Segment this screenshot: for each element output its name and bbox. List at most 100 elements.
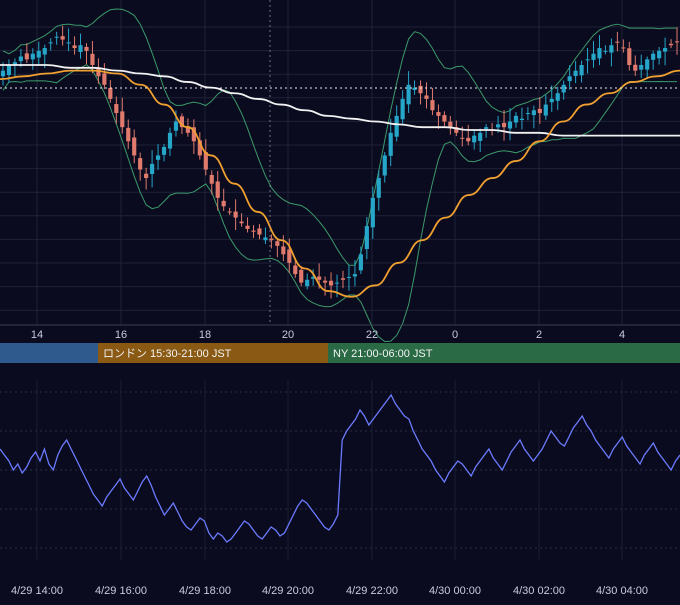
candle-body bbox=[72, 45, 77, 49]
osc-x-tick-label: 4/29 16:00 bbox=[95, 585, 147, 597]
candlesticks bbox=[0, 25, 680, 299]
price-x-tick-label: 22 bbox=[366, 329, 378, 341]
osc-x-tick-label: 4/30 00:00 bbox=[429, 585, 481, 597]
candle-body bbox=[370, 197, 375, 228]
candle-body bbox=[48, 42, 53, 44]
candle-body bbox=[460, 137, 465, 139]
candle-body bbox=[603, 50, 608, 52]
candle-body bbox=[275, 241, 280, 246]
session-block bbox=[328, 343, 680, 363]
candle-body bbox=[311, 276, 316, 279]
price-x-tick-label: 0 bbox=[452, 329, 458, 341]
candle-body bbox=[525, 113, 530, 115]
candle-body bbox=[412, 87, 417, 91]
price-x-tick-label: 20 bbox=[282, 329, 294, 341]
candle-body bbox=[132, 137, 137, 156]
candle-body bbox=[388, 132, 393, 156]
candle-body bbox=[495, 124, 501, 128]
candle-body bbox=[138, 158, 143, 170]
candle-body bbox=[358, 254, 363, 271]
candle-body bbox=[394, 115, 399, 137]
candle-body bbox=[78, 45, 83, 52]
candle-body bbox=[155, 155, 161, 160]
price-x-tick-label: 18 bbox=[199, 329, 211, 341]
candle-body bbox=[120, 111, 125, 128]
candle-body bbox=[233, 211, 238, 218]
bollinger-upper bbox=[2, 8, 677, 266]
oscillator-gridlines bbox=[0, 380, 680, 560]
candle-body bbox=[615, 41, 620, 43]
candle-body bbox=[96, 67, 101, 77]
candle-body bbox=[442, 115, 447, 122]
candle-body bbox=[573, 70, 578, 76]
candle-body bbox=[239, 221, 244, 224]
price-x-axis: 14 16 18 20 22 0 2 4 bbox=[31, 329, 625, 341]
candle-body bbox=[549, 98, 554, 103]
candle-body bbox=[185, 126, 190, 133]
price-x-tick-label: 2 bbox=[536, 329, 542, 341]
candle-body bbox=[203, 152, 208, 170]
candle-body bbox=[591, 53, 596, 60]
candle-body bbox=[424, 95, 429, 99]
candle-body bbox=[466, 137, 471, 142]
osc-x-tick-label: 4/29 18:00 bbox=[179, 585, 231, 597]
session-bar: ロンドン 15:30-21:00 JST NY 21:00-06:00 JST bbox=[0, 343, 680, 363]
candle-body bbox=[293, 265, 298, 275]
candle-body bbox=[334, 282, 340, 284]
bollinger-lower bbox=[2, 63, 677, 343]
ma-white-line bbox=[0, 64, 680, 137]
candle-body bbox=[84, 46, 89, 51]
candle-body bbox=[227, 211, 232, 213]
moving-averages bbox=[0, 64, 680, 298]
candle-body bbox=[627, 48, 632, 65]
candle-body bbox=[269, 238, 274, 241]
session-label: ロンドン 15:30-21:00 JST bbox=[103, 348, 232, 360]
candle-body bbox=[436, 111, 441, 116]
candle-body bbox=[531, 110, 536, 116]
candle-body bbox=[454, 127, 459, 133]
candle-body bbox=[161, 146, 167, 155]
candle-body bbox=[507, 121, 513, 129]
candle-body bbox=[179, 116, 185, 128]
candle-body bbox=[674, 41, 680, 43]
candle-body bbox=[639, 65, 644, 70]
bollinger-bands bbox=[2, 8, 677, 343]
osc-x-tick-label: 4/30 02:00 bbox=[513, 585, 565, 597]
candle-body bbox=[0, 70, 6, 77]
osc-x-tick-label: 4/29 14:00 bbox=[11, 585, 63, 597]
candle-body bbox=[114, 104, 119, 114]
candle-body bbox=[651, 53, 656, 60]
candle-body bbox=[376, 178, 381, 198]
candle-body bbox=[472, 135, 477, 143]
candle-body bbox=[54, 36, 59, 38]
candle-body bbox=[633, 64, 638, 71]
candle-body bbox=[150, 163, 155, 174]
candle-body bbox=[287, 249, 292, 263]
candle-body bbox=[173, 121, 179, 131]
candle-body bbox=[346, 276, 352, 278]
candle-body bbox=[167, 132, 173, 149]
candle-body bbox=[245, 225, 250, 229]
oscillator-x-axis: 4/29 14:00 4/29 16:00 4/29 18:00 4/29 20:00… bbox=[11, 585, 648, 597]
candle-body bbox=[484, 127, 489, 129]
candle-body bbox=[36, 50, 41, 58]
candle-body bbox=[18, 56, 23, 62]
price-x-tick-label: 4 bbox=[619, 329, 625, 341]
candle-body bbox=[519, 118, 525, 121]
candle-body bbox=[406, 84, 411, 105]
candle-body bbox=[400, 98, 405, 120]
candle-body bbox=[215, 181, 220, 198]
candle-body bbox=[257, 228, 262, 235]
candle-body bbox=[60, 36, 65, 40]
candle-body bbox=[418, 85, 423, 94]
candle-body bbox=[621, 47, 626, 49]
candle-body bbox=[579, 65, 584, 76]
osc-x-tick-label: 4/30 04:00 bbox=[596, 585, 648, 597]
candle-body bbox=[609, 45, 614, 53]
candle-body bbox=[513, 115, 519, 123]
candle-body bbox=[645, 59, 650, 70]
candle-body bbox=[501, 122, 507, 128]
candle-body bbox=[352, 274, 357, 277]
